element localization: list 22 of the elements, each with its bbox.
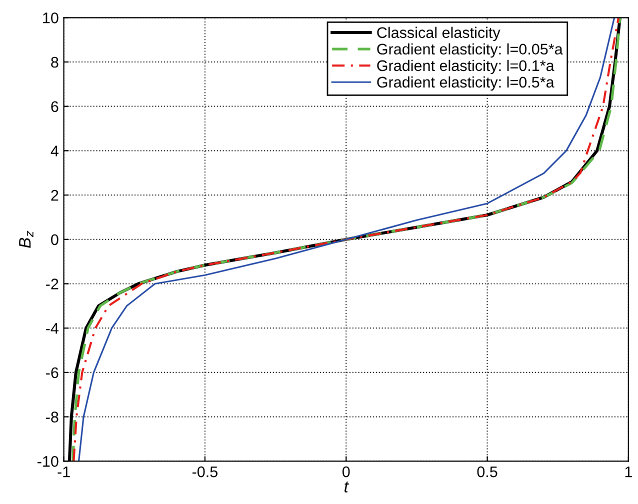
y-tick-label: 0	[51, 234, 58, 246]
y-axis-title: B$_{z}$	[19, 230, 34, 248]
y-tick-label: 2	[51, 190, 58, 201]
x-tick-label: -1	[58, 466, 70, 478]
y-tick-label: -2	[46, 278, 58, 290]
y-tick-label: 8	[51, 56, 58, 68]
y-tick-label: 10	[43, 12, 58, 24]
legend-label: Gradient elasticity: l=0.05*a	[377, 43, 563, 58]
legend-label: Gradient elasticity: l=0.1*a	[377, 60, 554, 74]
y-tick-label: -6	[46, 367, 58, 378]
x-axis-title: t	[344, 482, 350, 493]
legend-label: Classical elasticity	[377, 26, 500, 42]
y-tick-label: 6	[51, 101, 58, 112]
y-tick-label: -10	[38, 456, 58, 467]
x-tick-label: 0	[342, 466, 350, 478]
legend-label: Gradient elasticity: l=0.5*a	[377, 76, 554, 91]
y-tick-label: 4	[50, 146, 58, 156]
x-tick-label: -0.5	[192, 466, 218, 478]
x-tick-label: 0.5	[477, 466, 498, 478]
x-tick-label: 1	[625, 466, 632, 478]
y-tick-label: -4	[46, 323, 58, 334]
y-tick-label: -8	[46, 412, 58, 422]
